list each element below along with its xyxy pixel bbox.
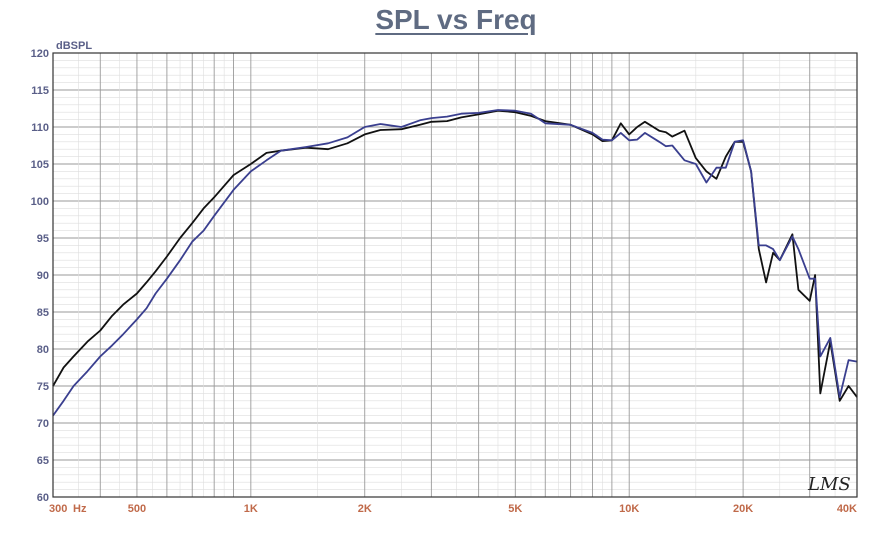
y-axis-ticks: 120 115 110 105 100 95 90 85 80 75 70 65 60 xyxy=(31,48,49,504)
lms-logo: LMS xyxy=(807,474,851,495)
chart-title: SPL vs Freq xyxy=(375,4,537,35)
x-axis-unit: Hz xyxy=(73,503,87,515)
x-tick-label: 2K xyxy=(358,503,372,515)
series-lines xyxy=(52,109,858,417)
y-tick-label: 90 xyxy=(37,270,49,282)
y-tick-label: 115 xyxy=(31,85,49,97)
y-axis-label: dBSPL xyxy=(56,40,92,52)
y-tick-label: 110 xyxy=(31,122,49,134)
y-tick-label: 105 xyxy=(31,159,49,171)
x-tick-label: 10K xyxy=(619,503,639,515)
y-tick-label: 80 xyxy=(37,344,49,356)
x-axis-ticks: 300 500 1K 2K 5K 10K 20K 40K xyxy=(49,503,857,515)
x-tick-label: 5K xyxy=(508,503,522,515)
plot-frame xyxy=(52,52,858,498)
series-line-2 xyxy=(52,109,858,417)
y-tick-label: 60 xyxy=(37,492,49,504)
x-tick-label: 1K xyxy=(244,503,258,515)
x-tick-label: 20K xyxy=(733,503,753,515)
y-tick-label: 95 xyxy=(37,233,49,245)
y-tick-label: 85 xyxy=(37,307,49,319)
x-tick-label: 500 xyxy=(128,503,146,515)
y-tick-label: 75 xyxy=(37,381,49,393)
x-tick-label: 300 xyxy=(49,503,67,515)
y-tick-label: 65 xyxy=(37,455,49,467)
y-tick-label: 120 xyxy=(31,48,49,60)
y-tick-label: 70 xyxy=(37,418,49,430)
y-tick-label: 100 xyxy=(31,196,49,208)
x-tick-label: 40K xyxy=(837,503,857,515)
